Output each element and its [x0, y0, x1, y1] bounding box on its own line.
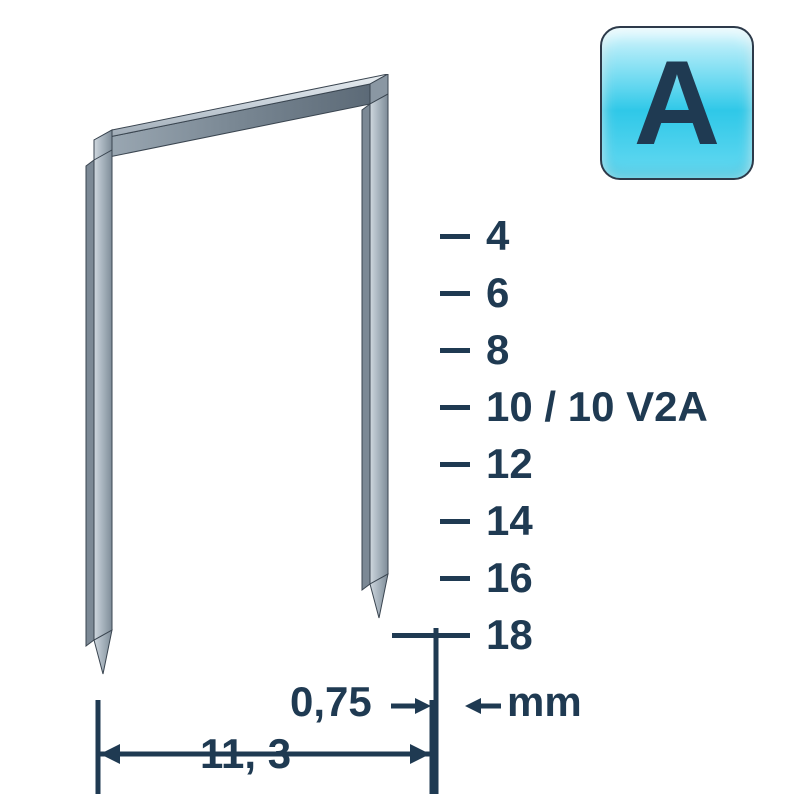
- diagram-stage: A 4 6 8 10 / 10 V2A 12 14 16: [0, 0, 800, 800]
- size-tick: [440, 291, 470, 296]
- staple-drawing: [68, 74, 488, 694]
- size-value: 14: [486, 500, 533, 542]
- size-tick-long: [392, 633, 470, 638]
- size-row: 6: [440, 272, 708, 314]
- size-value: 8: [486, 329, 509, 371]
- size-tick: [440, 405, 470, 410]
- size-row: 16: [440, 557, 708, 599]
- size-tick: [440, 348, 470, 353]
- size-tick: [440, 462, 470, 467]
- size-row: 4: [440, 215, 708, 257]
- size-value: 18: [486, 614, 533, 656]
- size-tick: [440, 519, 470, 524]
- size-row: 18: [440, 614, 708, 656]
- size-row: 8: [440, 329, 708, 371]
- size-list: 4 6 8 10 / 10 V2A 12 14 16 18: [440, 215, 708, 671]
- type-badge-letter: A: [634, 43, 721, 163]
- size-tick: [440, 576, 470, 581]
- size-row: 10 / 10 V2A: [440, 386, 708, 428]
- size-value: 4: [486, 215, 509, 257]
- size-tick: [440, 234, 470, 239]
- dimension-unit-row: mm: [465, 678, 582, 726]
- dimension-width-arrow: [94, 700, 436, 794]
- arrow-left-icon: [465, 692, 501, 720]
- size-value: 16: [486, 557, 533, 599]
- size-row: 14: [440, 500, 708, 542]
- size-row: 12: [440, 443, 708, 485]
- type-badge: A: [600, 26, 754, 180]
- size-value: 10 / 10 V2A: [486, 386, 708, 428]
- size-value: 6: [486, 272, 509, 314]
- size-value: 12: [486, 443, 533, 485]
- unit-label: mm: [507, 678, 582, 725]
